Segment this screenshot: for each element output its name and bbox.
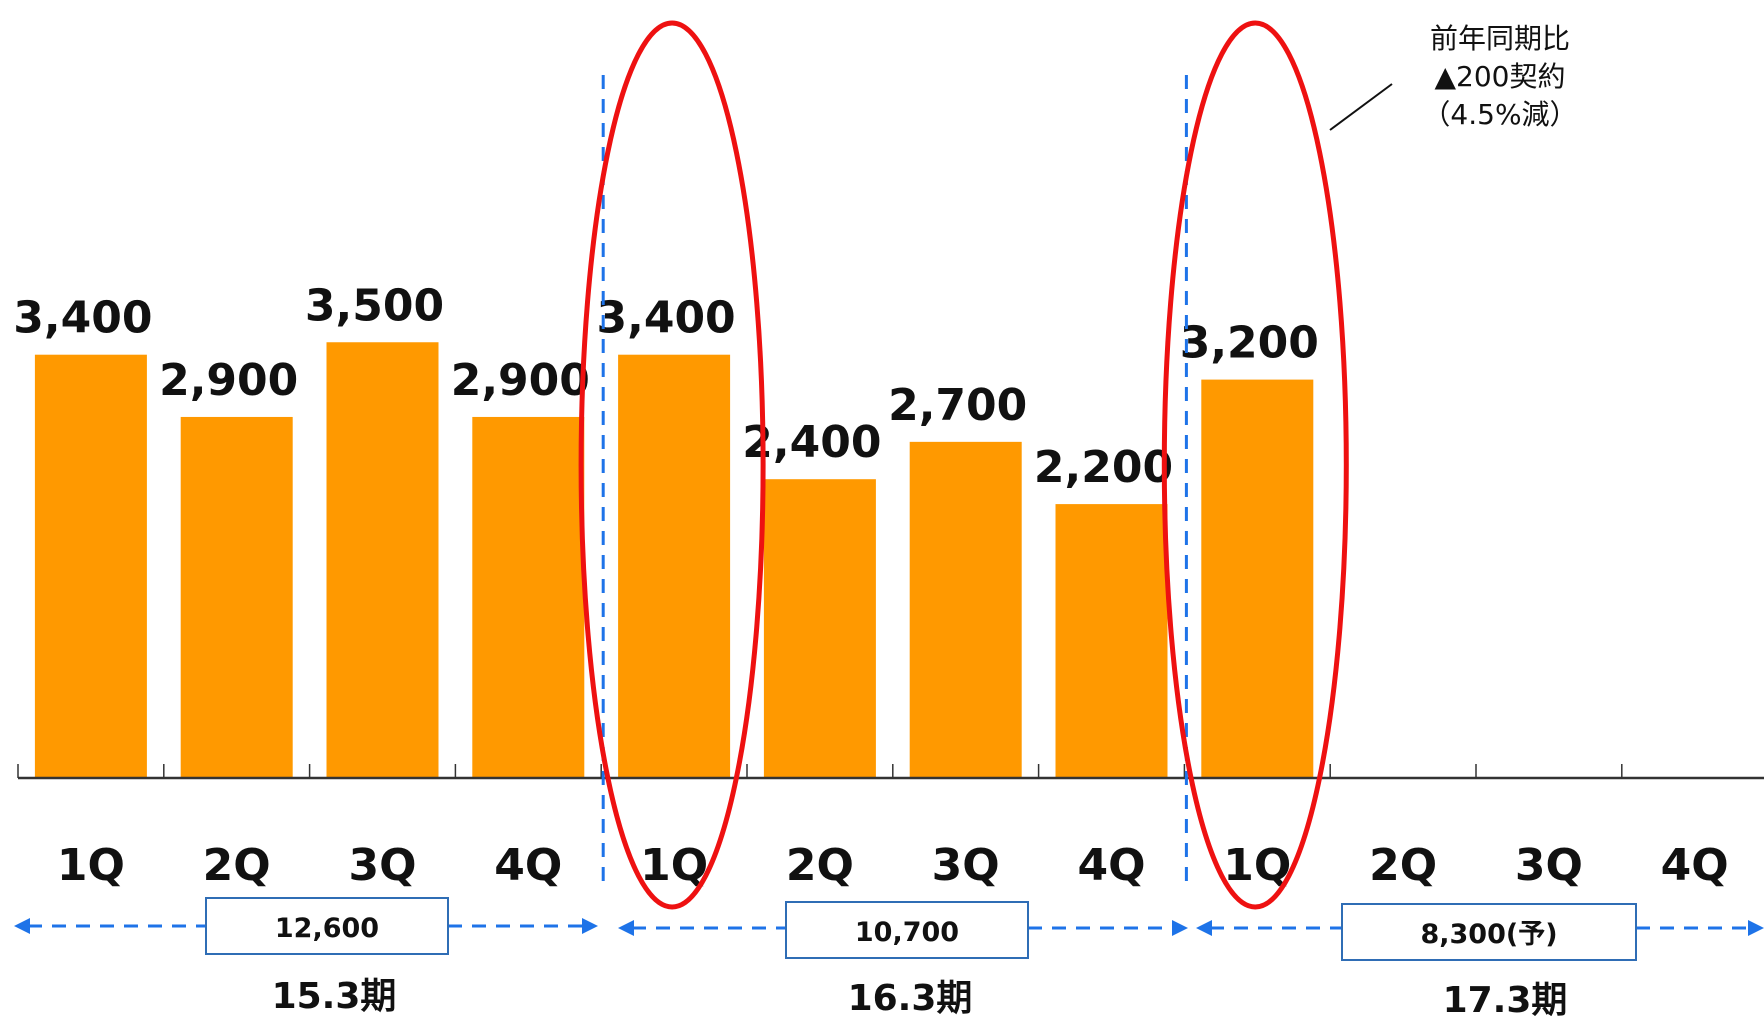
bar-value-label: 3,400 — [597, 293, 736, 344]
bar-value-label: 2,200 — [1034, 442, 1173, 493]
category-label: 2Q — [203, 840, 271, 891]
arrow-right-icon — [1748, 920, 1764, 936]
x-axis — [17, 764, 1764, 780]
category-label: 3Q — [1515, 840, 1583, 891]
arrow-left-icon — [618, 920, 634, 936]
period-total-label: 8,300(予) — [1420, 919, 1557, 950]
category-label: 2Q — [786, 840, 854, 891]
category-label: 1Q — [57, 840, 125, 891]
category-label: 4Q — [1077, 840, 1145, 891]
category-label: 1Q — [1223, 840, 1291, 891]
bar — [909, 441, 1022, 778]
bars-group — [34, 342, 1314, 778]
bar — [1201, 379, 1314, 778]
category-label: 1Q — [640, 840, 708, 891]
category-label: 4Q — [494, 840, 562, 891]
arrow-right-icon — [1172, 920, 1188, 936]
bar — [763, 479, 876, 778]
period-total-label: 12,600 — [275, 913, 379, 944]
category-label: 2Q — [1369, 840, 1437, 891]
category-label: 3Q — [932, 840, 1000, 891]
category-labels-group: 1Q 2Q 3Q 4Q 1Q 2Q 3Q 4Q 1Q 2Q 3Q 4Q — [57, 840, 1729, 891]
bar — [618, 354, 731, 778]
bar — [34, 354, 147, 778]
period-ranges: 12,600 15.3期 10,700 16.3期 8,300(予) 17.3期 — [14, 897, 1764, 1016]
period-total-box — [205, 897, 449, 955]
bar — [472, 416, 585, 778]
bar-value-label: 2,700 — [888, 380, 1027, 431]
arrow-left-icon — [14, 918, 30, 934]
annotation-line-2: ▲200契約 — [1434, 60, 1566, 93]
bar — [1055, 504, 1168, 778]
highlight-ellipse — [1161, 20, 1349, 910]
period-name-label: 16.3期 — [848, 978, 973, 1016]
arrow-left-icon — [1196, 920, 1212, 936]
annotation-line-1: 前年同期比 — [1429, 22, 1570, 55]
annotation-note: 前年同期比 ▲200契約 （4.5%減） — [1380, 20, 1620, 134]
annotation-leader-line — [1329, 83, 1393, 131]
value-labels-group: 3,4002,9003,5002,9003,4002,4002,7002,200… — [13, 280, 1319, 493]
annotation-line-3: （4.5%減） — [1422, 98, 1578, 131]
arrow-right-icon — [582, 918, 598, 934]
category-label: 4Q — [1661, 840, 1729, 891]
category-label: 3Q — [348, 840, 416, 891]
period-name-label: 15.3期 — [272, 976, 397, 1016]
period-total-label: 10,700 — [855, 917, 959, 948]
bar-value-label: 3,500 — [305, 280, 444, 331]
period-total-box — [785, 901, 1029, 959]
highlight-ellipse — [578, 20, 766, 910]
bar-value-label: 2,900 — [451, 355, 590, 406]
bar-value-label: 3,200 — [1180, 318, 1319, 369]
period-total-box — [1341, 903, 1637, 961]
highlight-ellipses — [578, 20, 1349, 910]
bar — [180, 416, 293, 778]
period-name-label: 17.3期 — [1443, 980, 1568, 1016]
bar-value-label: 2,900 — [159, 355, 298, 406]
bar-value-label: 3,400 — [13, 293, 152, 344]
bar — [326, 342, 439, 778]
